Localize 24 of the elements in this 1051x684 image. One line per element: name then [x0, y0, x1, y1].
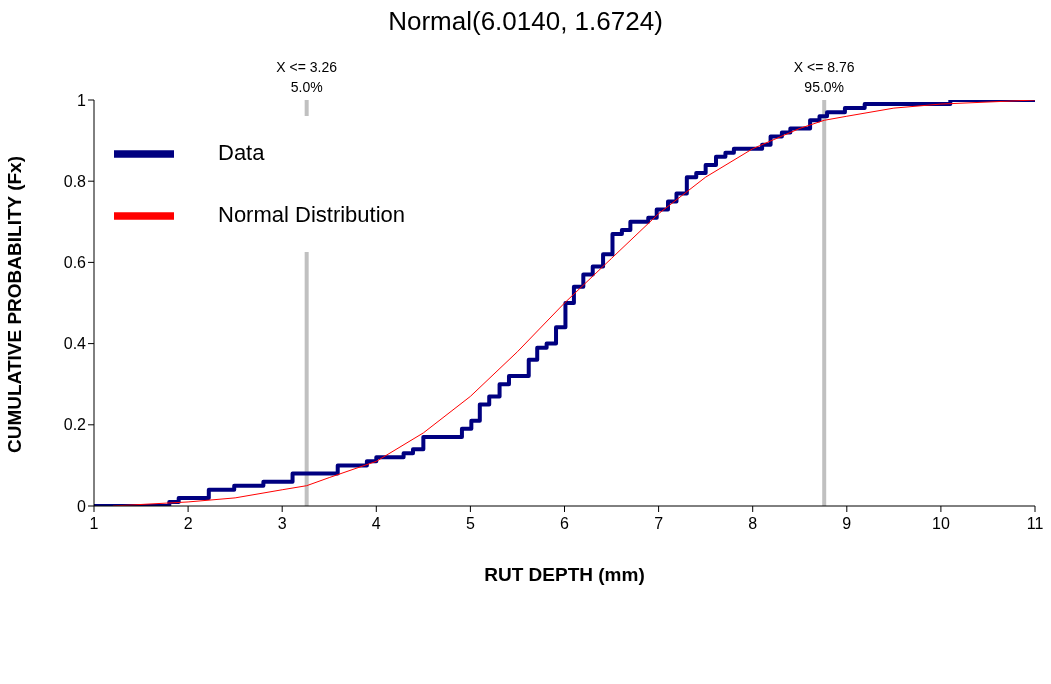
x-tick-label: 3: [277, 515, 287, 533]
x-tick-label: 9: [842, 515, 852, 533]
ref-line-label: X <= 3.26 5.0%: [276, 59, 338, 95]
y-tick-label: 0.8: [63, 172, 87, 190]
x-tick-label: 11: [1026, 515, 1044, 533]
y-tick-label: 0.2: [63, 416, 87, 434]
x-tick-label: 6: [560, 515, 570, 533]
x-tick-label: 4: [371, 515, 381, 533]
y-tick-label: 1: [77, 91, 87, 109]
x-tick-label: 10: [932, 515, 950, 533]
x-tick-label: 8: [748, 515, 758, 533]
legend-label: Data: [218, 140, 265, 165]
x-tick-label: 5: [465, 515, 475, 533]
x-tick-label: 7: [654, 515, 664, 533]
legend-label: Normal Distribution: [218, 202, 406, 228]
y-tick-label: 0.4: [63, 335, 87, 353]
x-axis-title: RUT DEPTH (mm): [484, 564, 645, 585]
y-axis-title: CUMULATIVE PROBABILITY (Fx): [3, 156, 25, 453]
chart-title: Normal(6.0140, 1.6724): [387, 6, 664, 37]
y-tick-label: 0: [77, 497, 87, 515]
ref-line-label: X <= 8.76 95.0%: [793, 59, 855, 95]
y-tick-label: 0.6: [63, 254, 87, 272]
x-tick-label: 2: [183, 515, 193, 533]
x-tick-label: 1: [89, 515, 99, 533]
